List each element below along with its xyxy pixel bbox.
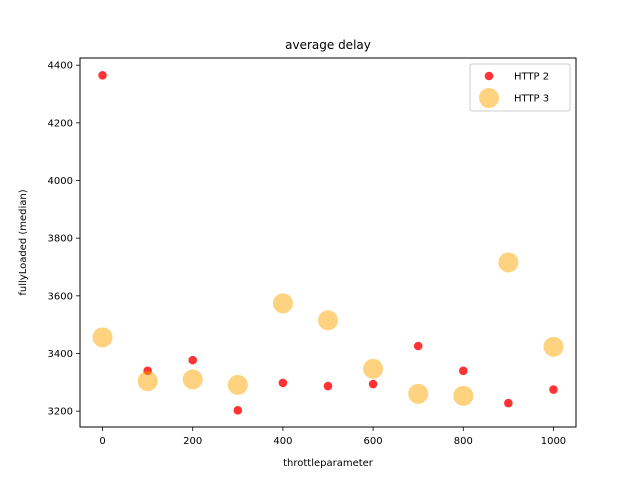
data-point-series-2 [227,374,248,395]
data-point-series-2 [363,358,384,379]
x-tick-label: 600 [364,436,383,447]
x-tick-label: 200 [183,436,202,447]
y-tick-label: 3200 [48,407,73,418]
legend: HTTP 2 HTTP 3 [469,63,571,112]
data-point-series-2 [92,327,113,348]
axes: 0 200 400 600 800 1000 3200 3400 3600 3800 4000 420… [48,57,577,447]
y-axis-title: fullyLoaded (median) [18,189,29,295]
x-tick-label: 0 [99,436,105,447]
data-point-series-2 [543,336,564,357]
data-point-series-2 [453,385,474,406]
data-point-series-2 [272,293,293,314]
data-point-series-1 [549,385,558,394]
data-point-series-2 [408,383,429,404]
y-tick-label: 4000 [48,176,73,187]
data-point-series-1 [504,398,513,408]
data-point-series-2 [137,371,158,392]
x-tick-label: 1000 [541,436,566,447]
legend-label-series-2: HTTP 3 [514,94,549,105]
data-point-series-1 [368,379,378,389]
data-point-series-1 [188,355,198,365]
legend-label-series-1: HTTP 2 [514,72,549,83]
y-tick-label: 3800 [48,234,73,245]
y-tick-label: 4200 [48,118,73,129]
axes-frame [79,57,577,428]
x-tick-label: 400 [273,436,292,447]
data-point-series-2 [498,252,519,273]
legend-marker-series-1 [484,71,494,81]
x-axis-title: throttleparameter [283,458,374,469]
y-tick-label: 3600 [48,291,73,302]
data-point-series-1 [413,341,423,351]
data-point-series-1 [233,405,243,415]
legend-marker-series-2 [479,88,499,108]
data-point-series-1 [278,378,288,388]
y-tick-label: 3400 [48,349,73,360]
x-tick-label: 800 [454,436,473,447]
y-tick-label: 4400 [48,61,73,72]
chart-title: average delay [285,38,371,52]
data-point-series-1 [458,366,468,376]
data-point-series-1 [323,381,333,391]
data-point-series-1 [98,70,107,80]
plot-area [92,70,564,415]
data-point-series-2 [182,369,203,390]
data-point-series-2 [318,310,338,331]
